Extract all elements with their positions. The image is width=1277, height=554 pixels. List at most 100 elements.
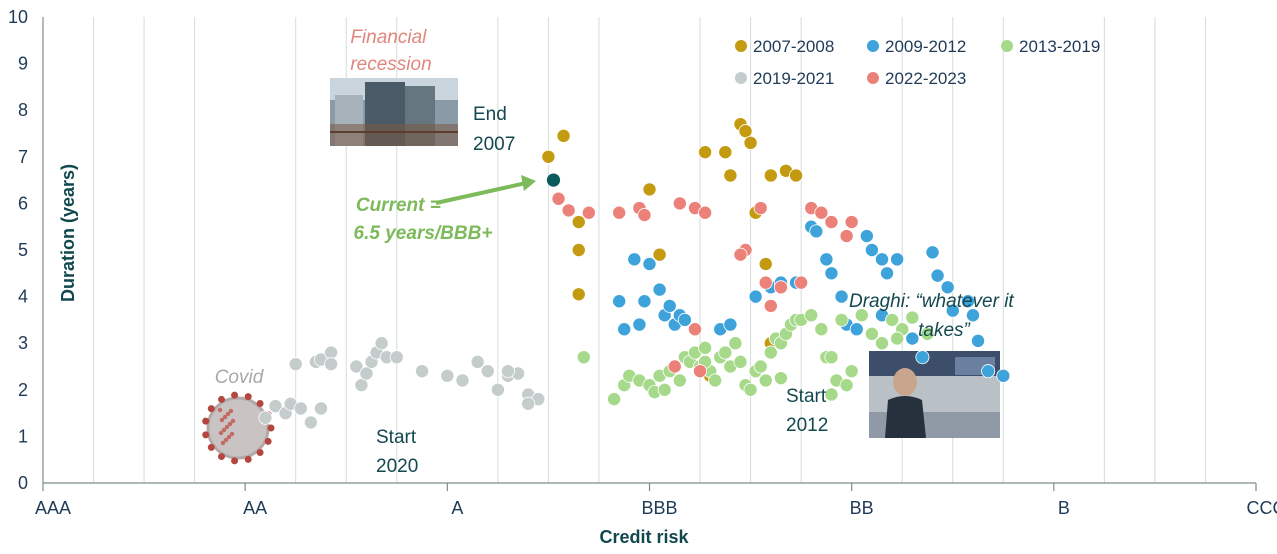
point-2009-2012 [748, 289, 763, 304]
virus-spike [218, 453, 225, 461]
virus-spot [223, 437, 229, 443]
point-2019-2021 [288, 357, 303, 372]
point-2009-2012 [627, 252, 642, 267]
virus-spot [229, 431, 235, 437]
point-2022-2023 [753, 201, 768, 216]
virus-spot [221, 427, 227, 433]
point-2009-2012 [632, 317, 647, 332]
point-2019-2021 [490, 382, 505, 397]
point-2007-2008 [571, 215, 586, 230]
point-2009-2012 [864, 242, 879, 257]
end-2007-label: End 2007 [473, 104, 515, 155]
y-tick-label: 10 [8, 7, 28, 27]
virus-spike [264, 437, 272, 445]
point-2013-2019 [708, 373, 723, 388]
legend-label: 2007-2008 [753, 37, 834, 56]
point-2022-2023 [824, 215, 839, 230]
x-tick-labels: AAAAAABBBBBBCCC [35, 498, 1277, 518]
virus-spike [202, 417, 210, 425]
point-2007-2008 [789, 168, 804, 183]
covid-label: Covid [215, 367, 265, 388]
y-tick-label: 9 [18, 54, 28, 74]
point-2007-2008 [642, 182, 657, 197]
point-2013-2019 [839, 378, 854, 393]
point-2009-2012 [880, 266, 895, 281]
scatter-points [258, 117, 1011, 430]
virus-spot [219, 417, 225, 423]
point-2007-2008 [758, 256, 773, 271]
point-2019-2021 [374, 336, 389, 351]
point-2022-2023 [581, 205, 596, 220]
legend-marker [867, 40, 879, 52]
point-2009-2012 [945, 303, 960, 318]
virus-spike [244, 455, 252, 463]
point-2009-2012 [925, 245, 940, 260]
point-2013-2019 [763, 345, 778, 360]
point-2009-2012 [996, 368, 1011, 383]
virus-spike [244, 393, 252, 401]
legend-label: 2019-2021 [753, 69, 834, 88]
point-2009-2012 [915, 350, 930, 365]
point-2009-2012 [824, 266, 839, 281]
x-tick-label: AA [243, 498, 267, 518]
virus-spike [256, 449, 264, 457]
point-2007-2008 [718, 145, 733, 160]
point-2009-2012 [642, 256, 657, 271]
x-tick-label: CCC [1247, 498, 1277, 518]
point-2022-2023 [612, 205, 627, 220]
point-2013-2019 [874, 336, 889, 351]
point-2009-2012 [723, 317, 738, 332]
point-2009-2012 [662, 298, 677, 313]
virus-spike [202, 431, 210, 439]
point-2009-2012 [890, 252, 905, 267]
x-tick-label: AAA [35, 498, 71, 518]
current-arrow [435, 175, 536, 205]
point-2013-2019 [698, 340, 713, 355]
point-2013-2019 [607, 392, 622, 407]
point-2009-2012 [971, 333, 986, 348]
legend-label: 2009-2012 [885, 37, 966, 56]
point-2013-2019 [864, 326, 879, 341]
axes [42, 17, 1257, 491]
point-2009-2012 [819, 252, 834, 267]
legend-marker [1001, 40, 1013, 52]
point-2009-2012 [617, 322, 632, 337]
point-2022-2023 [794, 275, 809, 290]
point-2009-2012 [874, 252, 889, 267]
point-2022-2023 [667, 359, 682, 374]
point-2022-2023 [551, 191, 566, 206]
point-2013-2019 [758, 373, 773, 388]
y-tick-label: 5 [18, 240, 28, 260]
point-2013-2019 [814, 322, 829, 337]
point-2007-2008 [571, 242, 586, 257]
point-2009-2012 [859, 229, 874, 244]
point-2013-2019 [890, 331, 905, 346]
point-2013-2019 [834, 312, 849, 327]
y-tick-label: 4 [18, 287, 28, 307]
y-tick-labels: 0 1 2 3 4 5 6 7 8 9 10 [8, 7, 28, 493]
y-tick-label: 1 [18, 426, 28, 446]
point-2007-2008 [571, 287, 586, 302]
point-2019-2021 [521, 396, 536, 411]
point-2009-2012 [652, 282, 667, 297]
point-2009-2012 [809, 224, 824, 239]
point-2009-2012 [677, 312, 692, 327]
legend-marker [735, 40, 747, 52]
point-2013-2019 [824, 350, 839, 365]
virus-spike [267, 424, 275, 432]
point-2013-2019 [824, 387, 839, 402]
legend-label: 2022-2023 [885, 69, 966, 88]
virus-spot [226, 434, 232, 440]
legend-marker [867, 72, 879, 84]
point-2007-2008 [541, 149, 556, 164]
point-2007-2008 [698, 145, 713, 160]
point-2019-2021 [440, 368, 455, 383]
virus-spot [220, 440, 226, 446]
y-tick-label: 6 [18, 193, 28, 213]
covid-virus-icon [202, 391, 275, 465]
point-2022-2023 [839, 229, 854, 244]
point-2019-2021 [313, 401, 328, 416]
virus-spike [231, 457, 239, 465]
y-tick-label: 0 [18, 473, 28, 493]
point-2019-2021 [354, 378, 369, 393]
